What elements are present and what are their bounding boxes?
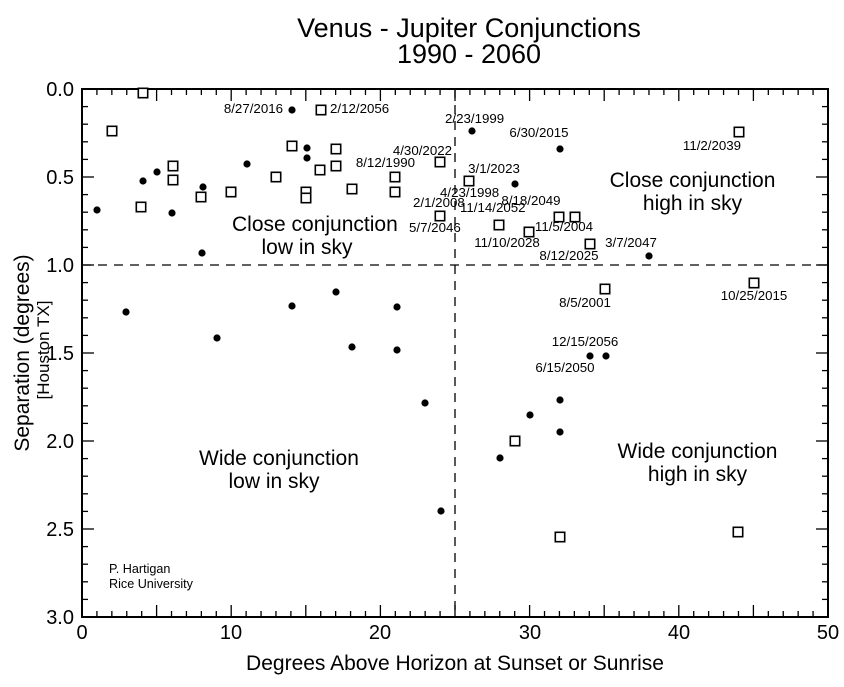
svg-text:11/10/2028: 11/10/2028: [474, 235, 540, 250]
svg-text:8/12/1990: 8/12/1990: [356, 155, 415, 170]
svg-text:8/5/2001: 8/5/2001: [559, 295, 611, 310]
svg-text:5/7/2046: 5/7/2046: [409, 220, 461, 235]
svg-text:6/30/2015: 6/30/2015: [509, 125, 568, 140]
svg-text:12/15/2056: 12/15/2056: [552, 334, 619, 349]
svg-text:8/12/2025: 8/12/2025: [539, 248, 598, 263]
svg-text:11/2/2039: 11/2/2039: [683, 138, 741, 153]
svg-text:8/18/2049: 8/18/2049: [501, 193, 560, 208]
svg-text:8/27/2016: 8/27/2016: [224, 101, 283, 116]
svg-text:3/1/2023: 3/1/2023: [468, 161, 520, 176]
svg-text:3/7/2047: 3/7/2047: [605, 235, 657, 250]
svg-text:11/5/2004: 11/5/2004: [535, 219, 593, 234]
svg-text:2/12/2056: 2/12/2056: [330, 101, 389, 116]
svg-text:6/15/2050: 6/15/2050: [535, 360, 594, 375]
svg-text:2/23/1999: 2/23/1999: [445, 111, 504, 126]
svg-text:4/23/1998: 4/23/1998: [440, 185, 499, 200]
svg-text:10/25/2015: 10/25/2015: [721, 288, 788, 303]
